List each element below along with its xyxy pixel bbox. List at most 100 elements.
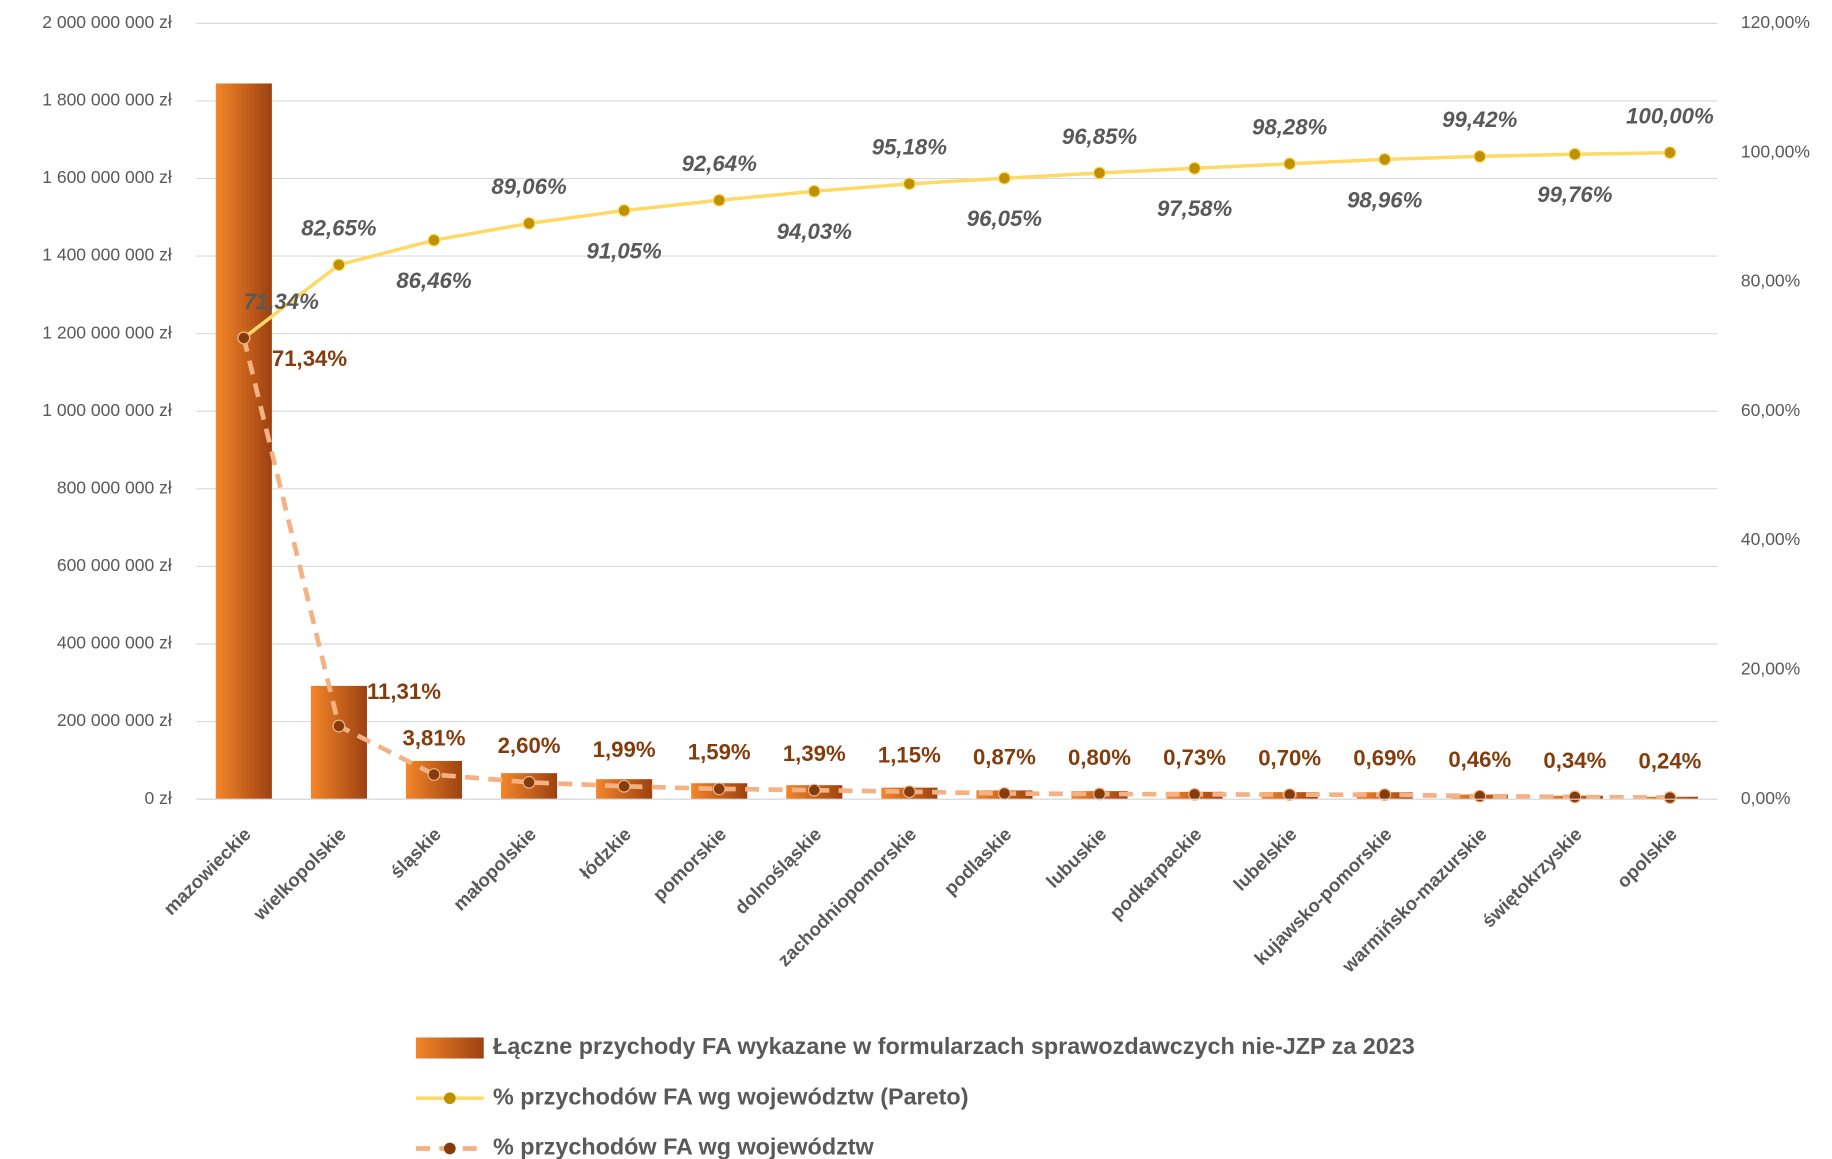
data-label: 71,34% [244,289,320,314]
data-label: 1,39% [783,741,846,766]
data-label: 95,18% [872,135,948,160]
data-label: 0,46% [1448,747,1511,772]
marker [1093,787,1106,801]
marker [998,171,1011,185]
data-label: 0,87% [973,744,1036,769]
bar [310,685,367,800]
data-label: 11,31% [367,679,441,704]
y-tick-label: 1 800 000 000 zł [42,90,172,110]
data-label: 0,80% [1068,745,1131,770]
y2-tick-label: 120,00% [1741,12,1810,32]
y-tick-label: 400 000 000 zł [57,633,172,653]
y-tick-label: 1 200 000 000 zł [42,322,172,342]
marker [1663,791,1677,805]
marker [1093,166,1106,180]
x-tick-label: lubelskie [1229,823,1300,894]
marker [332,719,346,733]
y-tick-label: 1 400 000 000 zł [42,245,172,265]
marker [522,775,536,789]
legend-label: % przychodów FA wg województw [493,1134,875,1159]
y-tick-label: 600 000 000 zł [57,555,172,575]
y2-tick-label: 40,00% [1741,529,1800,549]
data-label: 1,15% [878,743,941,768]
data-label: 1,99% [593,737,656,762]
marker [427,768,441,781]
marker [237,331,251,345]
x-tick-label: opolskie [1612,823,1680,891]
marker [807,184,821,198]
marker [1378,152,1392,166]
y-tick-label: 2 000 000 000 zł [42,12,172,32]
data-label: 0,34% [1543,748,1606,773]
marker [1473,149,1487,163]
marker [1473,789,1487,803]
marker [902,177,916,191]
bar [215,83,272,800]
y-tick-label: 800 000 000 zł [57,477,172,497]
marker [1188,161,1202,175]
data-label: 86,46% [396,268,472,293]
legend-marker [443,1142,456,1155]
marker [1663,146,1677,160]
marker [1378,788,1392,802]
legend-label: Łączne przychody FA wykazane w formularz… [493,1033,1415,1059]
y-tick-label: 1 000 000 000 zł [42,400,172,420]
marker [998,787,1011,800]
marker [1283,157,1297,171]
data-label: 99,76% [1537,182,1613,207]
y2-tick-label: 0,00% [1741,788,1791,808]
y-tick-label: 200 000 000 zł [57,710,172,730]
marker [902,785,916,799]
line [241,337,1670,800]
x-tick-label: wielkopolskie [248,823,349,924]
marker [427,233,441,247]
data-label: 92,64% [682,151,758,176]
marker [807,783,821,797]
y2-tick-label: 100,00% [1741,141,1810,161]
marker [617,779,631,793]
x-tick-label: podlaskie [940,823,1016,899]
x-tick-label: mazowieckie [159,823,255,919]
legend-swatch [415,1037,484,1059]
data-label: 3,81% [403,725,466,750]
marker [332,258,346,272]
legend-label: % przychodów FA wg województw (Pareto) [493,1083,968,1109]
line [242,150,1670,340]
data-label: 2,60% [498,733,561,758]
x-tick-label: śląskie [386,823,445,882]
x-tick-label: łódzkie [575,823,635,883]
data-label: 0,73% [1163,745,1226,770]
data-label: 71,34% [272,346,348,371]
y-tick-label: 1 600 000 000 zł [42,167,172,187]
marker [712,193,726,207]
marker [522,216,536,230]
data-label: 98,96% [1347,187,1423,212]
marker [1568,790,1582,804]
x-tick-label: dolnośląskie [730,823,825,918]
y-tick-label: 0 zł [144,788,171,808]
data-label: 1,59% [688,740,751,765]
data-label: 96,85% [1062,124,1138,149]
y2-tick-label: 20,00% [1741,658,1800,678]
x-tick-label: lubuskie [1042,823,1110,891]
marker [712,782,726,796]
data-label: 98,28% [1252,115,1328,140]
data-label: 82,65% [301,216,377,241]
data-label: 0,69% [1353,745,1416,770]
data-label: 0,70% [1258,745,1321,770]
x-tick-label: pomorskie [649,823,731,905]
y2-tick-label: 80,00% [1741,271,1800,291]
x-tick-label: podkarpackie [1106,823,1206,923]
marker [1188,788,1202,801]
marker [1568,147,1582,161]
x-tick-label: małopolskie [449,823,540,914]
data-label: 99,42% [1442,107,1518,132]
data-label: 96,05% [967,206,1043,231]
data-label: 0,24% [1638,748,1701,773]
marker [617,204,631,217]
marker [1283,788,1297,802]
data-label: 91,05% [586,238,662,263]
data-label: 89,06% [491,174,567,199]
data-label: 100,00% [1626,103,1714,128]
